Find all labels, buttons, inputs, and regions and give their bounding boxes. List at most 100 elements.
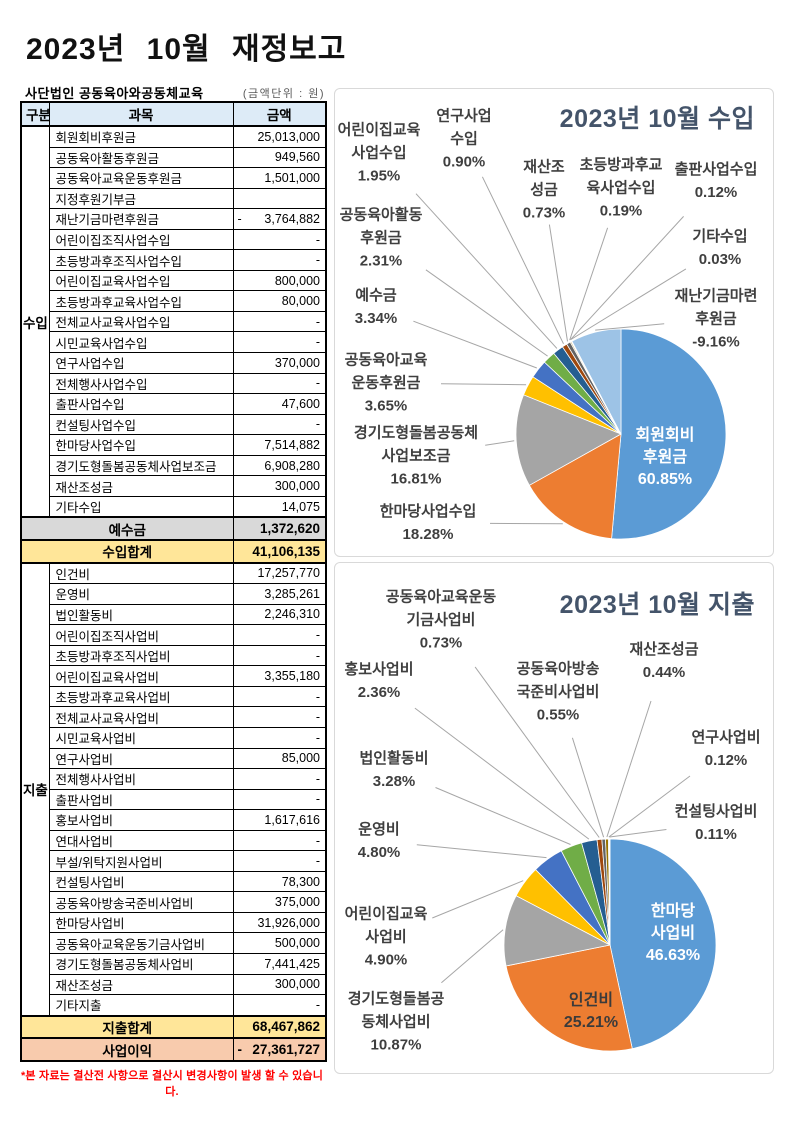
header-group: 구분 [20, 101, 50, 127]
table-row: 전체교사교육사업비 - [21, 706, 327, 728]
table-row: 법인활동비 2,246,310 [21, 603, 327, 626]
amount-cell: - [232, 310, 327, 333]
item-cell: 출판사업비 [48, 788, 234, 811]
pie-label-출판사업수입: 출판사업수입 0.12% [674, 161, 758, 201]
table-row: 재난기금마련후원금 -3,764,882 [21, 208, 327, 230]
amount-cell: 41,106,135 [232, 539, 327, 564]
pie-slice-경기도형돌봄공동체사업보조금 [515, 394, 622, 486]
amount-cell: 7,514,882 [232, 434, 327, 456]
pie-label-한마당사업비: 한마당 사업비 46.63% [645, 903, 701, 964]
unit-note: (금액단위 : 원) [242, 88, 325, 100]
pie-slice-경기도형돌봄공동체사업비 [503, 895, 612, 967]
item-cell: 부설/위탁지원사업비 [48, 850, 234, 872]
table-row: 경기도형돌봄공동체사업보조금 6,908,280 [21, 454, 327, 477]
amount-cell: 3,355,180 [232, 665, 327, 687]
item-cell: 출판사업수입 [48, 393, 234, 415]
amount-cell: 500,000 [232, 932, 327, 955]
amount-cell: 375,000 [232, 891, 327, 913]
table-row: 초등방과후조직사업비 - [21, 644, 327, 667]
item-cell: 어린이집교육사업수입 [48, 269, 234, 292]
item-cell: 초등방과후교육사업수입 [48, 290, 234, 312]
table-row: 공동육아방송국준비사업비 375,000 [21, 891, 327, 913]
summary-label: 사업이익 [20, 1037, 234, 1062]
table-row: 초등방과후교육사업비 - [21, 685, 327, 708]
item-cell: 경기도형돌봄공동체사업보조금 [48, 454, 234, 477]
table-row: 연구사업비 85,000 [21, 747, 327, 770]
amount-cell: 17,257,770 [232, 562, 327, 585]
table-row: 컨설팅사업수입 - [21, 413, 327, 436]
leader-line [571, 737, 605, 838]
table-row: 수입 회원회비후원금 25,013,000 [20, 125, 327, 518]
pie-label-어린이집교육사업수입: 어린이집교육 사업수입 1.95% [337, 121, 421, 185]
table-row: 기타수입 14,075 [21, 495, 327, 518]
table-row: 한마당사업수입 7,514,882 [21, 434, 327, 456]
pie-slice-한마당사업비 [609, 838, 717, 1050]
amount-cell: 85,000 [232, 747, 327, 770]
amount-cell: 47,600 [232, 393, 327, 415]
pie-label-연구사업수입: 연구사업 수입 0.90% [436, 107, 492, 171]
pie-label-경기도형돌봄공동체사업보조금: 경기도형돌봄공동체 사업보조금 16.81% [353, 424, 479, 488]
table-row: 초등방과후교육사업수입 80,000 [21, 290, 327, 312]
pie-slice-한마당사업수입 [528, 433, 622, 539]
table-row: 어린이집교육사업비 3,355,180 [21, 665, 327, 687]
pie-label-기타수입: 기타수입 0.03% [692, 228, 748, 268]
leader-line [416, 844, 547, 859]
leader-line [485, 440, 515, 446]
amount-cell: 14,075 [232, 495, 327, 518]
table-row: 경기도형돌봄공동체사업비 7,441,425 [21, 953, 327, 975]
item-cell: 회원회비후원금 [48, 125, 234, 148]
pie-label-공동육아교육운동기금사업비: 공동육아교육운동 기금사업비 0.73% [385, 588, 497, 652]
pie-label-공동육아활동후원금: 공동육아활동 후원금 2.31% [339, 206, 423, 270]
leader-line [606, 700, 652, 838]
item-cell: 홍보사업비 [48, 809, 234, 831]
amount-cell: - [232, 788, 327, 811]
table-row: 전체행사사업비 - [21, 768, 327, 790]
table-row: 어린이집조직사업비 - [21, 624, 327, 646]
table-row: 한마당사업비 31,926,000 [21, 911, 327, 934]
pie-label-재산조성금: 재산조 성금 0.73% [522, 158, 566, 222]
item-cell: 한마당사업비 [48, 911, 234, 934]
item-cell: 어린이집조직사업비 [48, 624, 234, 646]
item-cell: 초등방과후조직사업비 [48, 644, 234, 667]
pie-label-운영비: 운영비 4.80% [357, 821, 401, 861]
item-cell: 재산조성금 [48, 475, 234, 497]
leader-line [548, 224, 568, 342]
pie-label-컨설팅사업비: 컨설팅사업비 0.11% [674, 803, 758, 843]
item-cell: 기타수입 [48, 495, 234, 518]
table-row: 출판사업수입 47,600 [21, 393, 327, 415]
amount-cell: 78,300 [232, 870, 327, 893]
amount-cell: 6,908,280 [232, 454, 327, 477]
header-amount: 금액 [232, 101, 327, 127]
leader-line [415, 193, 558, 349]
pie-label-인건비: 인건비 25.21% [563, 992, 619, 1031]
table-row: 전체행사사업수입 - [21, 372, 327, 395]
amount-cell: 1,617,616 [232, 809, 327, 831]
pie-label-연구사업비: 연구사업비 0.12% [691, 729, 761, 769]
summary-row: 사업이익 -27,361,727 [20, 1037, 327, 1062]
table-row: 재산조성금 300,000 [21, 475, 327, 497]
table-row: 컨설팅사업비 78,300 [21, 870, 327, 893]
item-cell: 전체행사사업수입 [48, 372, 234, 395]
leader-line [440, 383, 527, 386]
leader-line [609, 829, 667, 838]
table-row: 연구사업수입 370,000 [21, 352, 327, 374]
item-cell: 인건비 [48, 562, 234, 585]
leader-line [425, 269, 548, 357]
summary-row: 지출합계 68,467,862 [20, 1014, 327, 1040]
item-cell: 초등방과후조직사업수입 [48, 249, 234, 271]
amount-cell: 300,000 [232, 973, 327, 996]
leader-line [595, 323, 665, 331]
amount-cell [232, 187, 327, 210]
amount-cell: 300,000 [232, 475, 327, 497]
expense-chart: 2023년 10월 지출 한마당 사업비 46.63% 인건비 25.21% 경기도형돌봄… [334, 562, 774, 1074]
amount-cell: - [232, 727, 327, 749]
summary-label: 예수금 [20, 516, 234, 541]
pie-label-경기도형돌봄공동체사업비: 경기도형돌봄공 동체사업비 10.87% [347, 990, 445, 1054]
item-cell: 재산조성금 [48, 973, 234, 996]
table-row: 공동육아교육운동후원금 1,501,000 [21, 167, 327, 189]
pie-slice-인건비 [505, 944, 633, 1052]
header-item: 과목 [48, 101, 234, 127]
amount-cell: 3,285,261 [232, 583, 327, 605]
summary-label: 지출합계 [20, 1014, 234, 1040]
